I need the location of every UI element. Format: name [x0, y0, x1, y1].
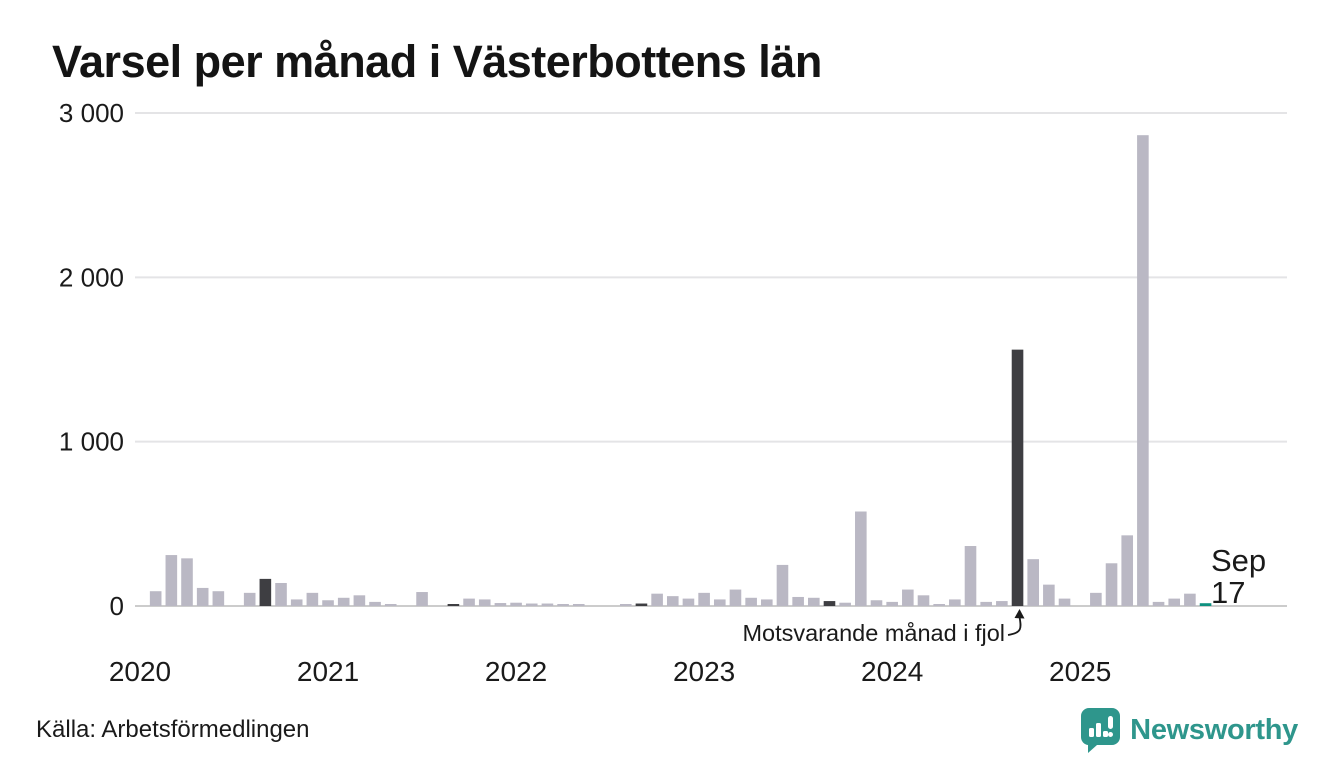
bar-2020-06 [212, 591, 225, 606]
bar-2021-10 [463, 598, 475, 606]
x-tick-label-2020: 2020 [109, 656, 171, 687]
bar-2023-03 [729, 589, 742, 606]
bar-2021-12 [494, 603, 507, 606]
bar-2020-04 [181, 558, 193, 606]
y-tick-label: 1 000 [59, 427, 124, 457]
bar-chart: 0 1 000 2 000 3 000 2020 2021 2022 2023 2024 2025… [59, 98, 1287, 687]
bar-2020-09 [259, 578, 272, 606]
bar-2025-07 [1168, 598, 1181, 606]
bar-2023-08 [808, 597, 820, 606]
brand-name: Newsworthy [1130, 714, 1298, 746]
bar-2023-04 [745, 597, 757, 606]
bar-2025-04 [1121, 535, 1134, 606]
bar-2024-02 [902, 589, 914, 606]
current-month-label: Sep [1211, 543, 1266, 578]
chart-title: Varsel per månad i Västerbottens län [52, 36, 822, 87]
bar-2022-08 [619, 604, 632, 606]
bar-2021-11 [478, 599, 491, 606]
bar-2024-12 [1058, 598, 1071, 606]
bar-2021-09 [447, 604, 460, 606]
bar-2025-09 [1199, 603, 1212, 606]
bar-2021-03 [353, 595, 366, 606]
x-tick-label-2022: 2022 [485, 656, 547, 687]
bar-2022-04 [557, 604, 569, 606]
bar-2023-01 [698, 592, 710, 606]
x-tick-label-2021: 2021 [297, 656, 359, 687]
bar-2023-05 [761, 599, 773, 606]
annotation-arrowhead [1014, 609, 1025, 619]
bar-2025-05 [1137, 135, 1149, 606]
bar-2024-03 [917, 595, 930, 606]
bar-2023-02 [713, 599, 726, 606]
x-tick-label-2023: 2023 [673, 656, 735, 687]
newsworthy-logo[interactable]: Newsworthy [1081, 708, 1298, 753]
bar-2023-06 [776, 564, 789, 606]
bar-2020-03 [165, 555, 178, 606]
annotation-arrow [1007, 616, 1022, 636]
bar-2021-04 [369, 601, 381, 606]
bar-2022-01 [510, 602, 522, 606]
y-tick-label: 2 000 [59, 262, 124, 292]
bar-2022-12 [682, 598, 695, 606]
bar-2023-12 [870, 600, 883, 606]
bar-2022-03 [541, 603, 554, 606]
bar-2024-09 [1011, 349, 1024, 606]
bar-2024-04 [933, 604, 945, 606]
bar-2022-11 [666, 596, 679, 606]
bar-2022-02 [525, 603, 538, 606]
bar-2024-05 [949, 599, 961, 606]
bar-2024-08 [996, 601, 1008, 606]
current-value-label: 17 [1211, 575, 1245, 610]
bar-2020-02 [149, 591, 162, 606]
bar-2023-11 [855, 511, 867, 606]
bar-2023-09 [823, 601, 836, 606]
bar-2025-06 [1152, 601, 1165, 606]
y-tick-label: 0 [110, 591, 124, 621]
bar-2024-06 [964, 546, 977, 606]
bar-2021-02 [337, 597, 350, 606]
bar-2021-07 [416, 592, 428, 606]
x-tick-label-2025: 2025 [1049, 656, 1111, 687]
bar-2020-11 [290, 599, 303, 606]
bar-2022-10 [651, 593, 663, 606]
bar-2023-07 [792, 596, 804, 606]
bar-2025-08 [1184, 593, 1196, 606]
bar-2024-10 [1027, 559, 1039, 606]
bar-2020-05 [196, 587, 209, 606]
bar-2022-09 [635, 603, 648, 606]
bar-2024-01 [886, 601, 898, 606]
y-tick-label: 3 000 [59, 98, 124, 128]
source-note: Källa: Arbetsförmedlingen [36, 716, 310, 743]
bar-2021-01 [322, 600, 334, 606]
x-tick-label-2024: 2024 [861, 656, 923, 687]
bar-2020-12 [306, 592, 319, 606]
bar-2021-05 [384, 604, 397, 606]
bar-2023-10 [839, 602, 851, 606]
bar-2022-05 [572, 604, 585, 606]
annotation-label: Motsvarande månad i fjol [742, 620, 1005, 646]
bar-2025-02 [1090, 592, 1102, 606]
bar-2025-03 [1105, 563, 1118, 606]
bar-2020-08 [243, 592, 256, 606]
bar-2024-11 [1043, 584, 1055, 606]
newsworthy-bubble-chart-icon [1081, 708, 1121, 753]
bar-2024-07 [980, 601, 992, 606]
bar-2020-10 [275, 582, 287, 606]
